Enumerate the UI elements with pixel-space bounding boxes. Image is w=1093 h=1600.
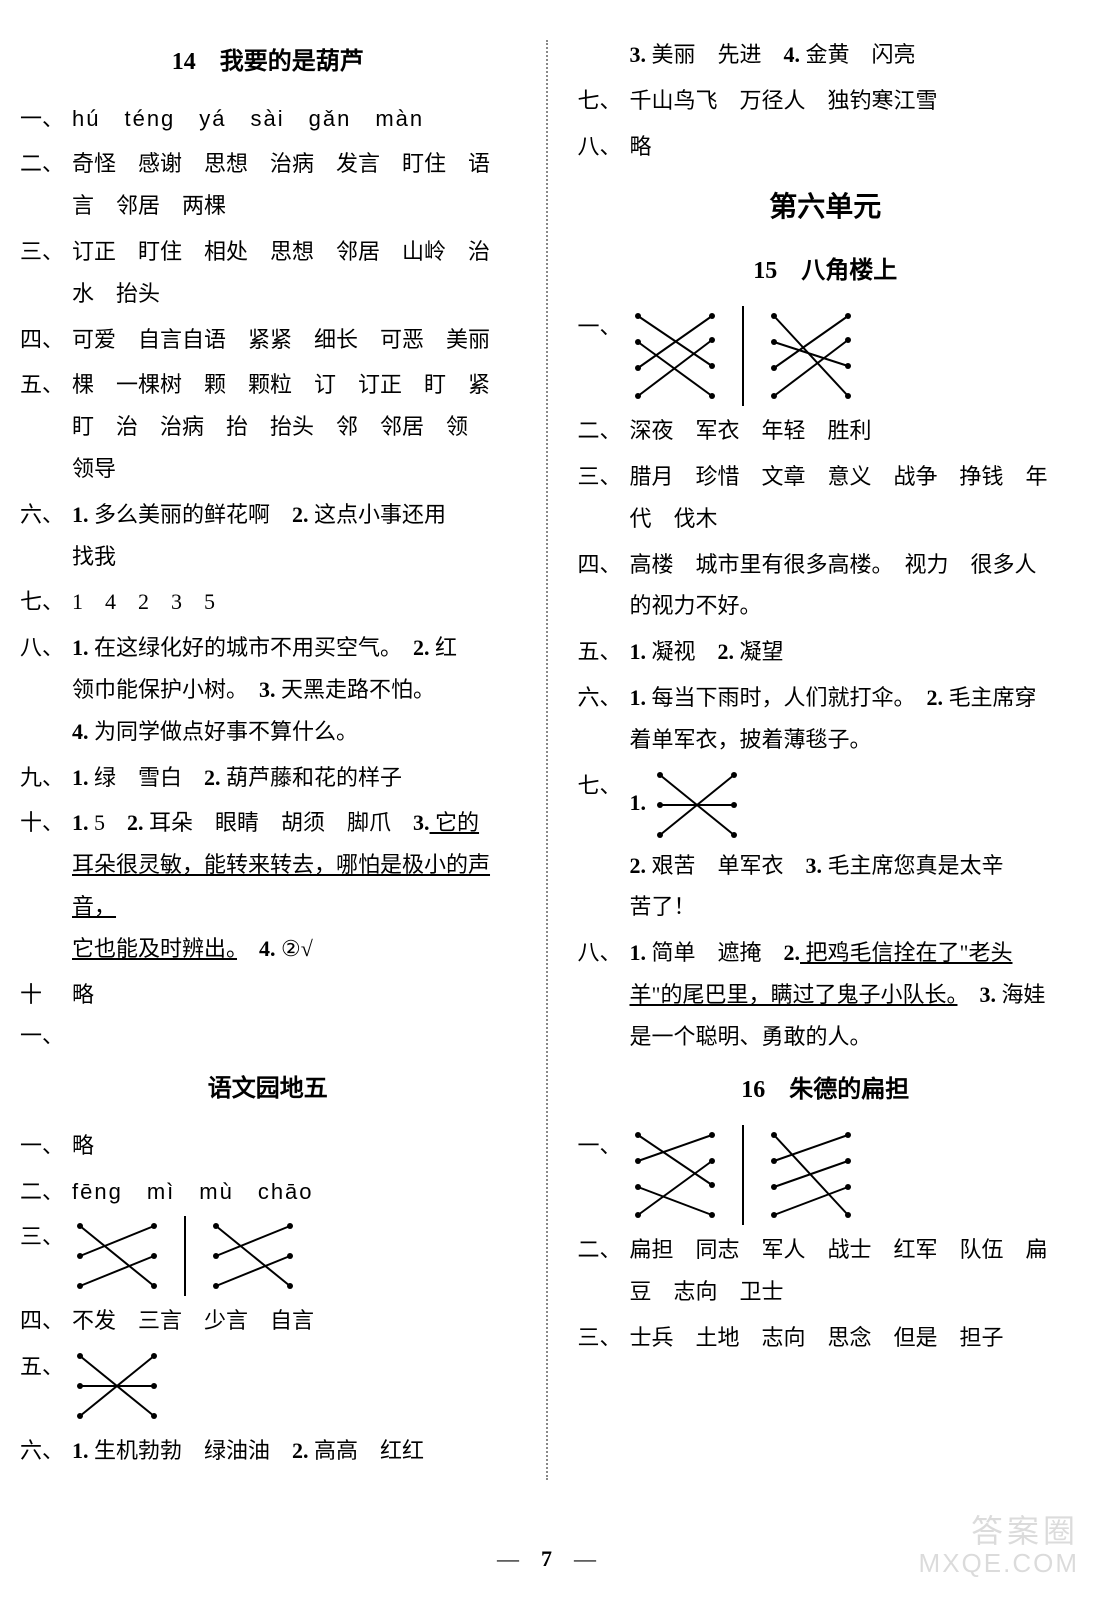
q-label: 四、 xyxy=(20,319,72,361)
q-label: 四、 xyxy=(20,1300,72,1342)
answer-body: 腊月 珍惜 文章 意义 战争 挣钱 年 代 伐木 xyxy=(630,456,1074,540)
answer-body: 深夜 军衣 年轻 胜利 xyxy=(630,410,1074,452)
answer-body: 3. 美丽 先进 4. 金黄 闪亮 xyxy=(630,34,1074,76)
q-label: 七、 xyxy=(578,80,630,122)
answer-body: 1. 凝视 2. 凝望 xyxy=(630,631,1074,673)
left-column: 14 我要的是葫芦 一、 hú téng yá sài gǎn màn 二、 奇… xyxy=(20,30,516,1540)
q-label: 三、 xyxy=(578,1317,630,1359)
q-label: 三、 xyxy=(578,456,630,540)
q-label: 一、 xyxy=(20,98,72,140)
answer-body xyxy=(72,1216,516,1296)
pinyin-line: hú téng yá sài gǎn màn xyxy=(72,98,516,140)
q-label: 二、 xyxy=(20,1171,72,1213)
answer-body xyxy=(72,1346,516,1426)
answer-body: 1. 简单 遮掩 2. 把鸡毛信拴在了"老头 羊"的尾巴里，瞒过了鬼子小队长。 … xyxy=(630,932,1074,1057)
q-label: 六、 xyxy=(20,1430,72,1472)
q-label: 六、 xyxy=(20,494,72,578)
q-label: 八、 xyxy=(20,627,72,752)
q-label: 八、 xyxy=(578,932,630,1057)
answer-body: 1. 每当下雨时，人们就打伞。 2. 毛主席穿 着单军衣，披着薄毯子。 xyxy=(630,677,1074,761)
answer-body xyxy=(630,1125,1074,1225)
page-number: 7 xyxy=(541,1546,552,1571)
q-label: 五、 xyxy=(20,1346,72,1426)
answer-body: 奇怪 感谢 思想 治病 发言 盯住 语 言 邻居 两棵 xyxy=(72,143,516,227)
q-label: 八、 xyxy=(578,126,630,168)
q-label: 二、 xyxy=(578,410,630,452)
q-label: 七、 xyxy=(578,765,630,929)
q-label: 九、 xyxy=(20,757,72,799)
answer-body: 1. 2. 艰苦 单军衣 3. 毛主席您真是太辛 苦了！ xyxy=(630,765,1074,929)
q-label: 五、 xyxy=(578,631,630,673)
answer-body: 1. 多么美丽的鲜花啊 2. 这点小事还用 找我 xyxy=(72,494,516,578)
answer-body: 略 xyxy=(630,126,1074,168)
match-diagram xyxy=(630,306,856,406)
answer-body: 扁担 同志 军人 战士 红军 队伍 扁 豆 志向 卫士 xyxy=(630,1229,1074,1313)
answer-body: 略 xyxy=(72,1125,516,1167)
right-column: 3. 美丽 先进 4. 金黄 闪亮 七、 千山鸟飞 万径人 独钓寒江雪 八、 略… xyxy=(578,30,1074,1540)
q-label: 七、 xyxy=(20,581,72,623)
pinyin-line: fēng mì mù chāo xyxy=(72,1171,516,1213)
page-footer: — 7 — xyxy=(0,1538,1093,1580)
answer-body: 1. 绿 雪白 2. 葫芦藤和花的样子 xyxy=(72,757,516,799)
q-label: 一、 xyxy=(578,306,630,406)
q-label: 四、 xyxy=(578,544,630,628)
q-label: 六、 xyxy=(578,677,630,761)
q-label: 三、 xyxy=(20,1216,72,1296)
match-diagram xyxy=(72,1216,298,1296)
answer-body: 棵 一棵树 颗 颗粒 订 订正 盯 紧 盯 治 治病 抬 抬头 邻 邻居 领 领… xyxy=(72,364,516,489)
answer-body: 千山鸟飞 万径人 独钓寒江雪 xyxy=(630,80,1074,122)
q-label: 五、 xyxy=(20,364,72,489)
lesson-16-title: 16 朱德的扁担 xyxy=(578,1068,1074,1114)
q-label: 十、 xyxy=(20,802,72,969)
q-label: 二、 xyxy=(578,1229,630,1313)
answer-body: 士兵 土地 志向 思念 但是 担子 xyxy=(630,1317,1074,1359)
page: 14 我要的是葫芦 一、 hú téng yá sài gǎn màn 二、 奇… xyxy=(20,30,1073,1540)
q-label xyxy=(578,34,630,76)
answer-body: 1 4 2 3 5 xyxy=(72,581,516,623)
lesson-14-title: 14 我要的是葫芦 xyxy=(20,40,516,86)
answer-body: 高楼 城市里有很多高楼。 视力 很多人 的视力不好。 xyxy=(630,544,1074,628)
q-label: 一、 xyxy=(578,1125,630,1225)
match-diagram xyxy=(630,1125,856,1225)
answer-body: 订正 盯住 相处 思想 邻居 山岭 治 水 抬头 xyxy=(72,231,516,315)
q-label: 三、 xyxy=(20,231,72,315)
answer-body: 略 xyxy=(72,974,516,1058)
column-divider xyxy=(546,40,548,1480)
match-diagram xyxy=(652,765,742,845)
q-label: 十一、 xyxy=(20,974,72,1058)
answer-body: 1. 生机勃勃 绿油油 2. 高高 红红 xyxy=(72,1430,516,1472)
ywd5-title: 语文园地五 xyxy=(20,1067,516,1113)
answer-body: 1. 5 2. 耳朵 眼睛 胡须 脚爪 3. 它的 耳朵很灵敏，能转来转去，哪怕… xyxy=(72,802,516,969)
answer-body: 不发 三言 少言 自言 xyxy=(72,1300,516,1342)
answer-body xyxy=(630,306,1074,406)
unit-6-title: 第六单元 xyxy=(578,181,1074,234)
answer-body: 可爱 自言自语 紧紧 细长 可恶 美丽 xyxy=(72,319,516,361)
q-label: 一、 xyxy=(20,1125,72,1167)
q-label: 二、 xyxy=(20,143,72,227)
match-diagram xyxy=(72,1346,162,1426)
lesson-15-title: 15 八角楼上 xyxy=(578,249,1074,295)
answer-body: 1. 在这绿化好的城市不用买空气。 2. 红 领巾能保护小树。 3. 天黑走路不… xyxy=(72,627,516,752)
